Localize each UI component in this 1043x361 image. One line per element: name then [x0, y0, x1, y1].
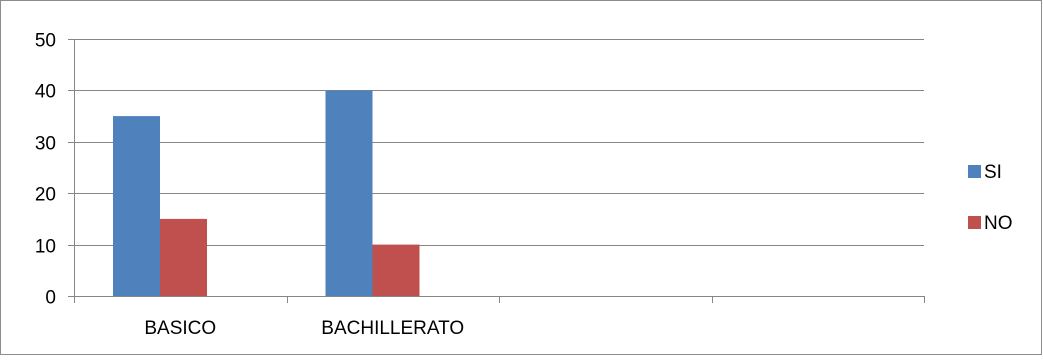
y-tick-label: 20	[35, 185, 56, 206]
bars	[113, 90, 420, 297]
bar-no-basico	[160, 218, 207, 296]
bar-si-bachillerato	[325, 90, 373, 297]
y-tick-label: 40	[35, 82, 56, 103]
gridlines	[74, 39, 924, 246]
y-tick-label: 50	[35, 31, 56, 52]
legend-swatch-si	[968, 165, 981, 178]
y-tick-label: 30	[35, 134, 56, 155]
y-tick-label: 10	[35, 237, 56, 258]
legend-label-no: NO	[984, 213, 1013, 234]
legend-label-si: SI	[984, 162, 1002, 183]
bar-si-basico	[113, 116, 160, 296]
y-tick-label: 0	[45, 288, 56, 309]
bar-no-bachillerato	[372, 244, 420, 296]
x-tick-label: BASICO	[144, 318, 216, 339]
axes	[68, 39, 925, 303]
x-tick-labels: BASICO BACHILLERATO	[144, 318, 464, 339]
x-tick-label: BACHILLERATO	[321, 318, 464, 339]
y-tick-labels: 0 10 20 30 40 50	[35, 31, 56, 309]
legend: SI NO	[968, 162, 1013, 234]
legend-swatch-no	[968, 216, 981, 229]
